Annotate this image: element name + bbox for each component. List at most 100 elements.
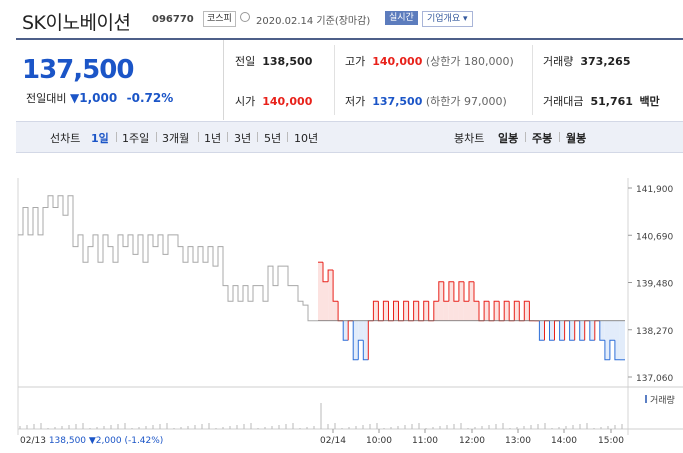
price-fill [504, 301, 510, 321]
intraday-chart[interactable]: 141,900 140,690 139,480 138,270 137,060 02/1… [0, 152, 683, 453]
price-segment [508, 301, 515, 322]
prev-day-change-percent: (-1.42%) [124, 436, 163, 446]
price-segment [382, 300, 389, 321]
price-fill [318, 262, 323, 321]
tab-weekly-candle[interactable]: 주봉 [532, 132, 553, 145]
price-segment [352, 320, 359, 361]
change-percent: -0.72% [126, 91, 174, 105]
price-segment [493, 300, 500, 321]
price-fill [609, 320, 615, 341]
price-fill [453, 301, 459, 321]
y-axis-ticks: 141,900 140,690 139,480 138,270 137,060 [628, 185, 673, 384]
prev-day-change: ▼2,000 [89, 436, 125, 446]
price-segment [332, 270, 339, 302]
price-segment [584, 320, 590, 341]
price-segment [463, 281, 469, 302]
prev-day-close: 138,500 [49, 436, 89, 446]
x-axis-ticks: 02/14 10:00 11:00 12:00 13:00 14:00 15:00 [320, 429, 624, 446]
price-change: 전일대비 ▼1,000 -0.72% [26, 90, 173, 106]
price-segment [362, 340, 369, 361]
prev-day-summary: 02/13 138,500 ▼2,000 (-1.42%) [20, 436, 163, 446]
price-segment [458, 281, 464, 302]
y-tick-label: 141,900 [636, 185, 673, 195]
price-info-grid: 전일 138,500 고가 140,000 (상한가 180,000) 거래량 373… [223, 40, 683, 120]
price-segment [538, 320, 545, 341]
price-segment [448, 281, 454, 302]
price-fill [458, 281, 464, 321]
price-fill [358, 320, 364, 341]
price-segment [468, 281, 474, 302]
change-amount: ▼1,000 [69, 91, 118, 105]
price-fill [589, 320, 595, 341]
tab-separator [287, 132, 288, 142]
price-segment [554, 320, 560, 341]
trade-value: 거래대금 51,761 백만 [543, 95, 660, 108]
info-divider [334, 45, 335, 115]
price-segment [413, 300, 419, 321]
tab-3months[interactable]: 3개월 [162, 132, 190, 145]
tab-separator [257, 132, 258, 142]
y-tick-label: 137,060 [636, 374, 673, 384]
realtime-button[interactable]: 실시간 [385, 11, 418, 25]
candle-chart-label: 봉차트 [454, 132, 485, 145]
x-tick-label: 02/14 [320, 436, 346, 446]
stock-header: SK이노베이션 096770 코스피 2020.02.14 기준(장마감) 실시… [0, 0, 683, 38]
low-price: 저가 137,500 (하한가 97,000) [345, 95, 507, 108]
tab-1day[interactable]: 1일 [91, 132, 109, 145]
price-fill [484, 301, 490, 321]
price-segment [549, 320, 555, 341]
y-tick-label: 140,690 [636, 232, 673, 242]
price-fill [599, 320, 605, 341]
stock-name[interactable]: SK이노베이션 [22, 12, 131, 34]
price-fill [328, 270, 334, 321]
price-fill [333, 301, 339, 321]
price-segment [609, 339, 615, 360]
info-divider [532, 45, 533, 115]
header-divider [16, 38, 683, 40]
company-overview-dropdown[interactable]: 기업개요 ▾ [422, 11, 473, 27]
price-segment [574, 320, 580, 341]
price-fill [559, 320, 565, 341]
price-fill [413, 301, 419, 321]
price-segment [488, 301, 495, 322]
tab-5years[interactable]: 5년 [264, 132, 282, 145]
price-segment [589, 320, 595, 341]
price-fill [363, 320, 369, 360]
price-segment [372, 300, 379, 321]
tab-separator [116, 132, 117, 142]
tab-separator [525, 132, 526, 142]
price-segment [403, 300, 409, 321]
price-segment [393, 300, 399, 321]
price-fill [620, 320, 625, 360]
price-segment [347, 320, 354, 341]
tab-10years[interactable]: 10년 [294, 132, 319, 145]
price-segment [418, 301, 424, 322]
price-segment [594, 320, 600, 341]
y-tick-label: 138,270 [636, 327, 673, 337]
tab-daily-candle[interactable]: 일봉 [498, 132, 519, 145]
price-fill [353, 320, 359, 360]
x-tick-label: 14:00 [551, 436, 577, 446]
price-segment [604, 340, 610, 361]
price-fill [343, 320, 349, 341]
price-segment [337, 301, 344, 322]
price-fill [569, 320, 575, 341]
price-segment [428, 301, 434, 322]
price-segment [478, 301, 485, 322]
tab-3years[interactable]: 3년 [234, 132, 252, 145]
price-segment [599, 320, 605, 341]
price-segment [327, 269, 334, 282]
tab-1week[interactable]: 1주일 [122, 132, 150, 145]
price-fill [469, 281, 474, 321]
tab-separator [156, 132, 157, 142]
tab-1year[interactable]: 1년 [204, 132, 222, 145]
price-segment [528, 301, 535, 322]
price-segment [367, 320, 374, 360]
price-fill [373, 301, 379, 321]
y-tick-label: 139,480 [636, 280, 673, 290]
price-segment [433, 300, 439, 321]
price-fill [393, 301, 399, 321]
price-fill [614, 320, 620, 360]
tab-monthly-candle[interactable]: 월봉 [566, 132, 587, 145]
clock-icon [240, 12, 250, 22]
